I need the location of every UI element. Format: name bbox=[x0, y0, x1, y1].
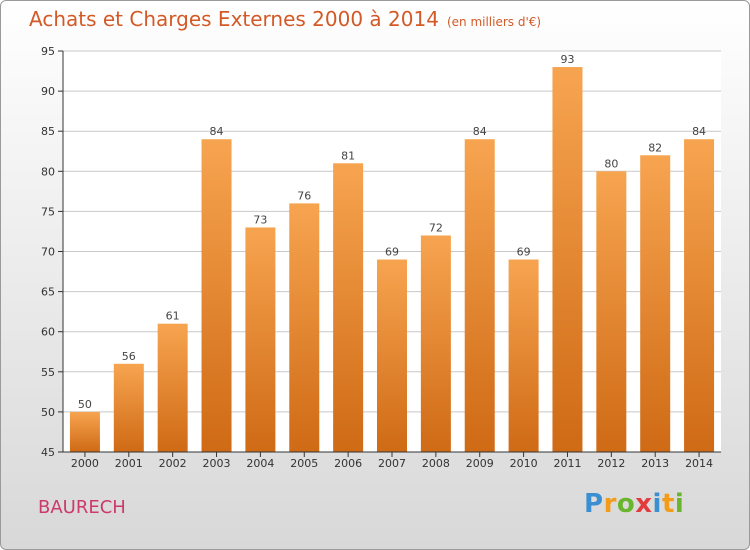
bar-value-label: 81 bbox=[341, 149, 355, 162]
y-tick-label: 90 bbox=[41, 85, 55, 98]
x-tick-label: 2006 bbox=[334, 457, 362, 470]
x-tick-label: 2001 bbox=[115, 457, 143, 470]
bar bbox=[377, 259, 407, 452]
x-tick-label: 2010 bbox=[510, 457, 538, 470]
bar bbox=[245, 227, 276, 452]
logo-letter: r bbox=[603, 489, 617, 519]
x-tick-label: 2011 bbox=[553, 457, 581, 470]
x-tick-label: 2005 bbox=[290, 457, 318, 470]
bar bbox=[201, 139, 232, 452]
bar bbox=[113, 363, 144, 452]
bar bbox=[157, 323, 188, 452]
logo-letter: x bbox=[635, 489, 653, 519]
y-tick-label: 75 bbox=[41, 205, 55, 218]
bar bbox=[464, 139, 495, 452]
y-tick-label: 85 bbox=[41, 125, 55, 138]
logo-letter: o bbox=[616, 489, 636, 519]
bar-value-label: 72 bbox=[429, 221, 443, 234]
chart-unit-note: (en milliers d'€) bbox=[446, 15, 542, 29]
x-tick-label: 2002 bbox=[159, 457, 187, 470]
bar bbox=[420, 235, 451, 452]
logo-letter: i bbox=[652, 489, 662, 519]
chart-title-text: Achats et Charges Externes 2000 à 2014 bbox=[29, 7, 439, 31]
bar-value-label: 76 bbox=[297, 189, 311, 202]
bar-value-label: 80 bbox=[604, 157, 618, 170]
bar-value-label: 84 bbox=[473, 125, 487, 138]
bar bbox=[69, 411, 100, 452]
bar-value-label: 84 bbox=[692, 125, 706, 138]
proxiti-logo: Proxiti bbox=[584, 489, 684, 519]
commune-name: BAURECH bbox=[38, 497, 126, 518]
y-tick-label: 50 bbox=[41, 406, 55, 419]
logo-letter: P bbox=[584, 489, 604, 519]
bar-value-label: 61 bbox=[166, 310, 180, 323]
y-tick-label: 65 bbox=[41, 286, 55, 299]
x-tick-label: 2000 bbox=[71, 457, 99, 470]
x-tick-label: 2004 bbox=[246, 457, 274, 470]
y-tick-label: 45 bbox=[41, 446, 55, 459]
x-tick-label: 2009 bbox=[466, 457, 494, 470]
y-tick-label: 60 bbox=[41, 326, 55, 339]
logo-letter: t bbox=[661, 489, 675, 519]
logo-letter: i bbox=[674, 489, 685, 519]
x-tick-label: 2013 bbox=[641, 457, 669, 470]
y-tick-label: 95 bbox=[41, 45, 55, 58]
y-tick-label: 70 bbox=[41, 246, 55, 259]
x-tick-label: 2012 bbox=[597, 457, 625, 470]
x-tick-label: 2003 bbox=[203, 457, 231, 470]
bar bbox=[596, 171, 627, 453]
bar bbox=[508, 259, 539, 452]
y-tick-label: 55 bbox=[41, 366, 55, 379]
x-tick-label: 2014 bbox=[685, 457, 713, 470]
bar-value-label: 73 bbox=[253, 213, 267, 226]
bar-value-label: 50 bbox=[78, 398, 92, 411]
bar bbox=[333, 163, 364, 452]
bar-value-label: 69 bbox=[385, 246, 399, 259]
bar bbox=[640, 155, 671, 452]
bar-value-label: 84 bbox=[210, 125, 224, 138]
chart-title: Achats et Charges Externes 2000 à 2014 (e… bbox=[29, 7, 541, 31]
bar-value-label: 93 bbox=[560, 53, 574, 66]
bar bbox=[289, 203, 320, 452]
bar-value-label: 56 bbox=[122, 350, 136, 363]
bar-value-label: 69 bbox=[517, 246, 531, 259]
x-tick-label: 2007 bbox=[378, 457, 406, 470]
bar-value-label: 82 bbox=[648, 141, 662, 154]
x-tick-label: 2008 bbox=[422, 457, 450, 470]
y-tick-label: 80 bbox=[41, 165, 55, 178]
bar bbox=[684, 139, 715, 452]
bar bbox=[552, 67, 583, 452]
